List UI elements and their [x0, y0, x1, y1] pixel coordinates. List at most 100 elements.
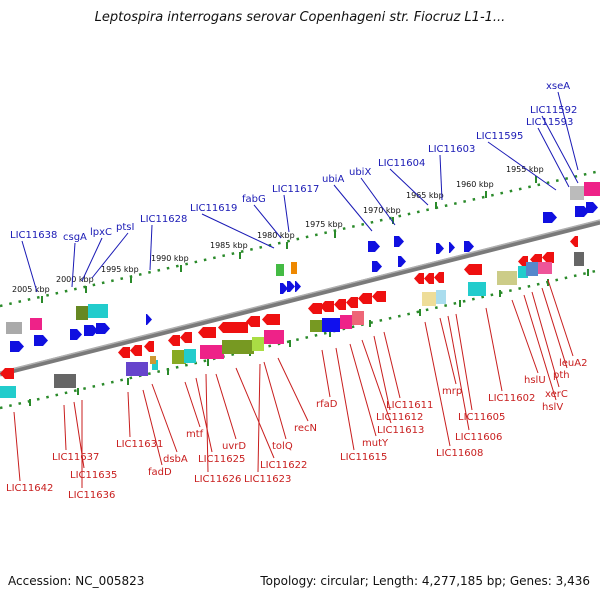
gene-block [76, 306, 88, 320]
forward-gene-arrow [280, 283, 288, 294]
reverse-gene-arrow [570, 236, 578, 247]
bottom-gene-label: fadD [148, 467, 172, 478]
top-gene-label: ubiA [322, 174, 344, 185]
bottom-gene-label: tolQ [272, 441, 293, 452]
accession-text: Accession: NC_005823 [8, 574, 145, 588]
bottom-gene-label: LIC11613 [377, 425, 424, 436]
gene-block [352, 311, 364, 325]
scale-tick-label: 1995 kbp [101, 265, 139, 274]
scale-tick-label: 1955 kbp [506, 165, 544, 174]
bottom-gene-label: uvrD [222, 441, 246, 452]
bottom-gene-label: mtf [186, 429, 204, 440]
scale-tick-label: 1960 kbp [456, 180, 494, 189]
scale-tick-label: 1970 kbp [363, 206, 401, 215]
top-gene-label: LIC11617 [272, 184, 319, 195]
reverse-gene-arrow [358, 293, 372, 304]
gene-block [6, 322, 22, 334]
forward-gene-arrow [146, 314, 152, 325]
top-gene-label: LIC11593 [526, 117, 573, 128]
forward-gene-arrow [436, 243, 444, 254]
bottom-gene-label: hslU [524, 375, 546, 386]
gene-block [584, 182, 600, 196]
bottom-gene-label: leuA2 [559, 358, 587, 369]
scale-tick-label: 2000 kbp [56, 275, 94, 284]
gene-block [252, 337, 264, 351]
reverse-gene-arrow [414, 273, 424, 284]
forward-gene-arrow [295, 281, 301, 292]
top-gene-label: LIC11595 [476, 131, 523, 142]
scale-tick-label: 1965 kbp [406, 191, 444, 200]
forward-gene-arrow [84, 325, 98, 336]
genome-backbone [0, 219, 600, 377]
gene-block [518, 266, 528, 278]
top-gene-label: LIC11619 [190, 203, 237, 214]
reverse-gene-arrow [434, 272, 444, 283]
top-gene-label: xseA [546, 81, 570, 92]
reverse-gene-arrow [372, 291, 386, 302]
forward-gene-arrow [586, 202, 598, 213]
gene-block [264, 330, 284, 344]
bottom-gene-label: LIC11626 [194, 474, 241, 485]
bottom-gene-label: dsbA [163, 454, 188, 465]
gene-block [436, 290, 446, 304]
forward-gene-arrow [10, 341, 24, 352]
forward-gene-arrow [34, 335, 48, 346]
bottom-gene-label: mutY [362, 438, 389, 449]
reverse-gene-arrow [308, 303, 322, 314]
bottom-gene-label: LIC11608 [436, 448, 483, 459]
gene-block [54, 374, 76, 388]
forward-gene-arrow [543, 212, 557, 223]
bottom-gene-label: LIC11605 [458, 412, 505, 423]
bottom-gene-label: rfaD [316, 399, 338, 410]
reverse-gene-arrow [262, 314, 280, 325]
bottom-gene-labels: LIC11642 LIC11637 LIC11635 LIC11636 LIC11631… [6, 279, 587, 501]
forward-gene-arrow [287, 281, 295, 292]
gene-block [0, 386, 16, 398]
top-gene-label: fabG [242, 194, 266, 205]
gene-block [310, 320, 322, 332]
gene-block [538, 262, 552, 274]
scale-tick-label: 1985 kbp [210, 241, 248, 250]
gene-block [184, 349, 196, 363]
forward-gene-arrow [394, 236, 404, 247]
reverse-gene-arrow [180, 332, 192, 343]
gene-block [150, 356, 156, 364]
reverse-gene-arrow [424, 273, 434, 284]
bottom-gene-label: LIC11615 [340, 452, 387, 463]
top-gene-label: lpxC [90, 227, 112, 238]
gene-block [526, 262, 538, 276]
scale-tick-label: 2005 kbp [12, 285, 50, 294]
gene-block [422, 292, 436, 306]
genome-summary-text: Topology: circular; Length: 4,277,185 bp… [260, 574, 590, 588]
top-gene-label: csgA [63, 232, 87, 243]
bottom-gene-label: LIC11606 [455, 432, 502, 443]
forward-gene-arrow [70, 329, 82, 340]
bottom-gene-label: LIC11625 [198, 454, 245, 465]
bottom-gene-label: hslV [542, 402, 563, 413]
top-gene-label: LIC11604 [378, 158, 425, 169]
reverse-gene-arrow [218, 322, 248, 333]
reverse-gene-arrow [464, 264, 482, 275]
gene-block [88, 304, 108, 318]
reverse-gene-arrow [542, 252, 554, 263]
bottom-gene-label: LIC11612 [376, 412, 423, 423]
top-gene-label: ptsI [116, 222, 134, 233]
gene-block [291, 262, 297, 274]
bottom-gene-label: LIC11611 [386, 400, 433, 411]
forward-gene-arrow [464, 241, 474, 252]
gene-block [574, 252, 584, 266]
bottom-gene-label: pth [553, 370, 570, 381]
bottom-gene-label: xerC [545, 389, 568, 400]
reverse-gene-arrow [334, 299, 346, 310]
top-gene-label: LIC11638 [10, 230, 57, 241]
reverse-gene-arrow [144, 341, 154, 352]
gene-block [322, 318, 340, 332]
gene-block [222, 340, 254, 354]
scale-track-bottom [0, 268, 600, 410]
gene-block [570, 186, 584, 200]
reverse-gene-arrow [198, 327, 216, 338]
scale-ticks: 2005 kbp 2000 kbp 1995 kbp 1990 kbp 1985 kbp… [12, 165, 589, 406]
bottom-gene-label: LIC11642 [6, 483, 53, 494]
bottom-gene-label: LIC11631 [116, 439, 163, 450]
bottom-gene-label: LIC11635 [70, 470, 117, 481]
